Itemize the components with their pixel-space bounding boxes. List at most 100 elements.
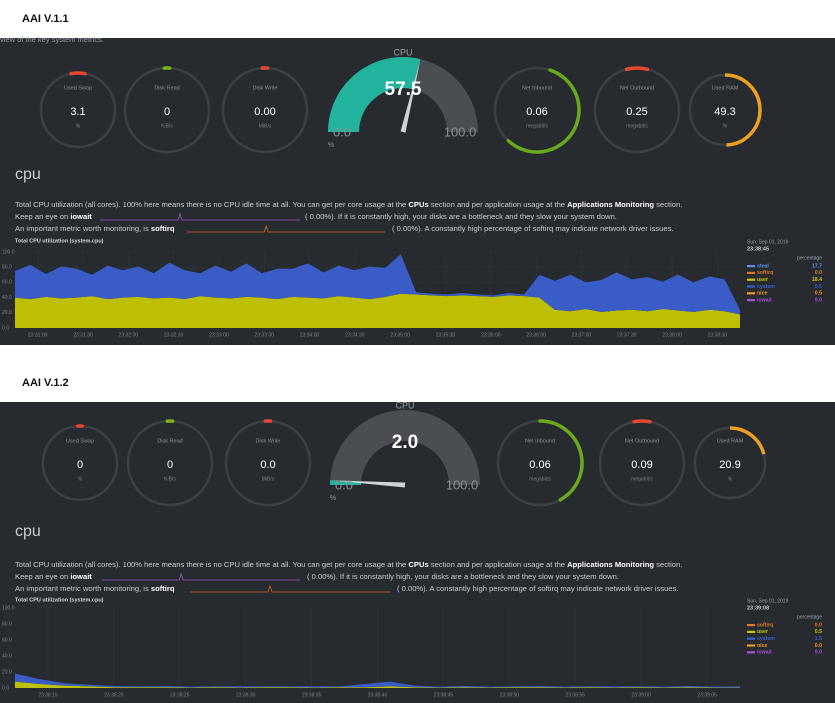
legend-value: 0.0 xyxy=(815,297,822,303)
x-tick-label: 23:38:50 xyxy=(500,692,520,698)
cpu-gauge-label: CPU xyxy=(393,47,412,57)
legend-swatch xyxy=(747,651,755,654)
cpu-gauge-max: 100.0 xyxy=(446,477,479,492)
y-tick-label: 80.0 xyxy=(2,621,12,627)
description-text: An important metric worth monitoring, is xyxy=(15,224,151,233)
subtitle: view of the key system metrics. xyxy=(0,35,104,44)
x-tick-label: 23:33:30 xyxy=(254,332,274,338)
legend-swatch xyxy=(747,644,755,647)
legend-swatch xyxy=(747,624,755,627)
gauge-arc xyxy=(624,66,650,72)
description-line: Keep an eye on iowait xyxy=(15,212,92,221)
legend-value: 0.0 xyxy=(815,650,822,656)
description-link: Applications Monitoring xyxy=(567,560,654,569)
description-line: Total CPU utilization (all cores). 100% … xyxy=(15,560,682,569)
legend-swatch xyxy=(747,299,755,302)
x-tick-label: 23:38:30 xyxy=(236,692,256,698)
description-text: ( 0.00%). If it is constantly high, your… xyxy=(305,212,617,221)
x-tick-label: 23:32:00 xyxy=(119,332,139,338)
x-tick-label: 23:38:00 xyxy=(662,332,682,338)
legend-name: iowait xyxy=(757,650,772,656)
legend-value: 17.7 xyxy=(812,263,822,269)
description-link: softirq xyxy=(151,584,175,593)
gauge-unit: % xyxy=(78,476,83,482)
description-text: section and per application usage at the xyxy=(429,560,567,569)
x-tick-label: 23:38:35 xyxy=(302,692,322,698)
gauge-value: 0.06 xyxy=(529,459,550,471)
gauge-label: Net Inbound xyxy=(522,85,552,91)
gauge-arc xyxy=(69,71,87,76)
stacked-area xyxy=(15,254,740,315)
description-text: section. xyxy=(654,200,682,209)
y-tick-label: 20.0 xyxy=(2,669,12,675)
description-link: CPUs xyxy=(408,560,428,569)
y-tick-label: 60.0 xyxy=(2,637,12,643)
gauge-arc xyxy=(724,73,762,147)
legend-swatch xyxy=(747,271,755,274)
gauge-label: Net Outbound xyxy=(620,85,654,91)
legend-swatch xyxy=(747,265,755,268)
legend-unit: percentage xyxy=(797,255,822,261)
cpu-gauge-max: 100.0 xyxy=(444,124,477,139)
legend-value: 18.4 xyxy=(812,277,822,283)
description-link: iowait xyxy=(70,572,92,581)
y-tick-label: 60.0 xyxy=(2,280,12,286)
x-tick-label: 23:32:30 xyxy=(164,332,184,338)
cpu-gauge-min: 0.0 xyxy=(333,124,351,139)
x-tick-label: 23:38:55 xyxy=(565,692,585,698)
sparkline xyxy=(102,572,300,581)
gauge-unit: % xyxy=(76,123,81,129)
legend-value: 1.5 xyxy=(815,636,822,642)
gauge-label: Used Swap xyxy=(66,438,94,444)
gauge-arc xyxy=(538,419,584,502)
legend-swatch xyxy=(747,292,755,295)
gauge-value: 0 xyxy=(164,106,170,118)
cpu-gauge-unit: % xyxy=(330,495,336,502)
legend-date: Sun, Sep 01, 2019 xyxy=(747,239,789,245)
x-tick-label: 23:35:00 xyxy=(390,332,410,338)
description-link: softirq xyxy=(151,224,175,233)
x-tick-label: 23:37:00 xyxy=(572,332,592,338)
x-tick-label: 23:37:30 xyxy=(617,332,637,338)
description-text: Total CPU utilization (all cores). 100% … xyxy=(15,560,408,569)
x-tick-label: 23:39:05 xyxy=(697,692,717,698)
description-line: Total CPU utilization (all cores). 100% … xyxy=(15,200,682,209)
description-link: iowait xyxy=(70,212,92,221)
description-text: section and per application usage at the xyxy=(429,200,567,209)
legend-unit: percentage xyxy=(797,614,822,620)
gauge-value: 0.00 xyxy=(254,106,275,118)
description-text: An important metric worth monitoring, is xyxy=(15,584,151,593)
legend-value: 0.0 xyxy=(815,622,822,628)
gauge-arc xyxy=(506,68,581,154)
description-text: section. xyxy=(654,560,682,569)
gauge-unit: megabit/s xyxy=(631,476,653,482)
section-heading: cpu xyxy=(15,166,41,183)
description-link: CPUs xyxy=(408,200,428,209)
x-tick-label: 23:36:30 xyxy=(526,332,546,338)
description-line: An important metric worth monitoring, is… xyxy=(15,224,175,233)
legend-value: 0.0 xyxy=(815,270,822,276)
gauge-value: 0.25 xyxy=(626,106,647,118)
legend-value: 5.5 xyxy=(815,284,822,290)
gauge-value: 0 xyxy=(77,459,83,471)
y-tick-label: 40.0 xyxy=(2,295,12,301)
legend-name: nice xyxy=(757,643,767,649)
gauge-value: 20.9 xyxy=(719,459,740,471)
gauge-arc xyxy=(632,419,652,424)
y-tick-label: 40.0 xyxy=(2,653,12,659)
x-tick-label: 23:35:30 xyxy=(436,332,456,338)
gauge-unit: KiB/s xyxy=(161,123,173,129)
cpu-gauge-unit: % xyxy=(328,142,334,149)
x-tick-label: 23:39:00 xyxy=(631,692,651,698)
gauge-label: Disk Write xyxy=(256,438,281,444)
section-heading: cpu xyxy=(15,523,41,540)
gauge-value: 0.0 xyxy=(260,459,275,471)
legend-name: steal xyxy=(757,263,769,269)
legend-name: user xyxy=(757,277,768,283)
gauge-value: 0.06 xyxy=(526,106,547,118)
description-link: Applications Monitoring xyxy=(567,200,654,209)
legend-swatch xyxy=(747,285,755,288)
x-tick-label: 23:34:30 xyxy=(345,332,365,338)
y-tick-label: 0.0 xyxy=(2,325,9,331)
